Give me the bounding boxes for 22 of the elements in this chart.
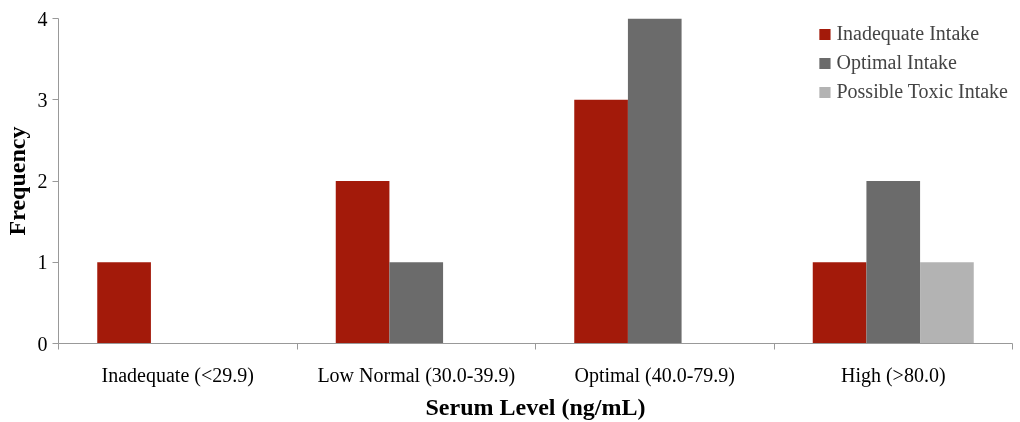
x-axis-title: Serum Level (ng/mL) bbox=[425, 393, 646, 420]
bar bbox=[335, 181, 390, 344]
x-tick-label: Inadequate (<29.9) bbox=[101, 363, 254, 387]
bar bbox=[627, 18, 682, 344]
y-tick-label: 1 bbox=[37, 251, 48, 274]
bar bbox=[812, 262, 867, 344]
y-tick-label: 4 bbox=[37, 7, 48, 30]
legend-label: Possible Toxic Intake bbox=[836, 80, 1008, 103]
y-tick-label: 3 bbox=[37, 88, 48, 111]
y-tick-label: 2 bbox=[37, 170, 48, 192]
y-axis-title: Frequency bbox=[3, 126, 30, 236]
bar bbox=[389, 262, 444, 344]
bar bbox=[920, 262, 974, 344]
bar bbox=[97, 262, 151, 344]
legend-label: Optimal Intake bbox=[836, 51, 957, 74]
bar bbox=[866, 181, 921, 344]
y-tick-label: 0 bbox=[37, 332, 48, 355]
x-tick-label: Optimal (40.0-79.9) bbox=[574, 363, 736, 387]
bar bbox=[574, 99, 628, 344]
x-tick-label: Low Normal (30.0-39.9) bbox=[317, 363, 516, 387]
x-tick-label: High (>80.0) bbox=[840, 363, 946, 387]
legend-label: Inadequate Intake bbox=[836, 22, 980, 45]
